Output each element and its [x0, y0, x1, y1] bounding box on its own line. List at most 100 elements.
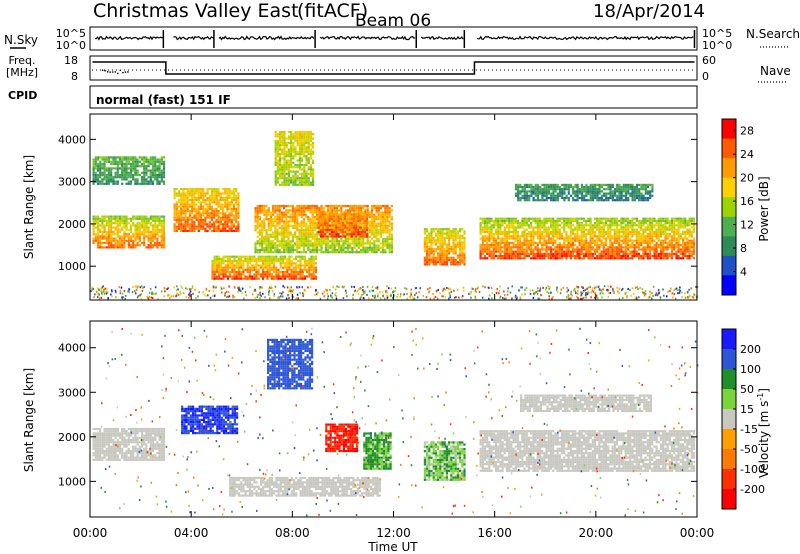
noise-trace-5: [476, 35, 694, 41]
power-colorbar-segment-0: [722, 119, 736, 140]
power-region-7: [479, 217, 696, 260]
time-tick-5: 20:00: [579, 526, 614, 540]
velocity-colorbar-segment-5: [722, 429, 736, 450]
noise-trace-0: [95, 35, 164, 41]
freq-tick-low: 8: [71, 70, 78, 83]
power-colorbar-segment-7: [722, 255, 736, 276]
nsearch-label: N.Search: [746, 27, 800, 41]
velocity-colorbar-segment-6: [722, 449, 736, 470]
power-panel: 1000 2000 3000 4000 Slant Range [km] 4 8 12 16…: [22, 113, 771, 301]
velocity-colorbar-segment-2: [722, 369, 736, 390]
velocity-colorbar-label: Velocity [m s-1]: [756, 388, 771, 478]
power-region-1: [92, 156, 166, 185]
velocity-ytick-2: 3000: [58, 386, 86, 399]
nave-label: Nave: [760, 64, 791, 78]
power-colorbar-segment-5: [722, 216, 736, 237]
velocity-colorbar-tick-5: -50: [740, 443, 758, 456]
velocity-colorbar-tick-6: -100: [740, 463, 765, 476]
noise-trace-2: [218, 35, 315, 41]
power-colorbar-tick-4: 20: [740, 172, 754, 185]
noise-right-tick-high: 10^5: [702, 27, 732, 40]
cpid-panel: CPID normal (fast) 151 IF: [8, 85, 698, 109]
power-colorbar-segment-4: [722, 197, 736, 218]
noise-trace-3: [319, 35, 415, 41]
velocity-region-6: [520, 394, 652, 413]
velocity-region-3: [363, 432, 392, 470]
power-colorbar-segment-8: [722, 275, 736, 296]
velocity-region-2: [325, 423, 359, 453]
power-colorbar-tick-0: 4: [740, 266, 747, 279]
power-ytick-1: 2000: [58, 218, 86, 231]
noise-trace-1: [173, 35, 215, 41]
velocity-region-0: [92, 427, 166, 461]
velocity-colorbar-tick-2: 50: [740, 383, 754, 396]
velocity-colorbar-segment-3: [722, 389, 736, 410]
noise-left-tick-low: 10^0: [56, 39, 86, 52]
noise-left-tick-high: 10^5: [56, 27, 86, 40]
velocity-colorbar-segment-0: [722, 329, 736, 350]
power-colorbar-tick-2: 12: [740, 219, 754, 232]
velocity-colorbar-tick-0: 200: [740, 343, 761, 356]
power-region-9: [274, 130, 315, 186]
beam-label: Beam 06: [355, 11, 431, 31]
power-colorbar-segment-3: [722, 177, 736, 198]
velocity-colorbar-segment-4: [722, 409, 736, 430]
power-region-2: [173, 188, 240, 232]
power-near-range-noise: [90, 285, 699, 300]
freq-label: Freq.: [8, 54, 35, 67]
velocity-ytick-0: 1000: [58, 475, 86, 488]
time-axis-label: Time UT: [367, 540, 418, 554]
velocity-colorbar-tick-4: -15: [740, 423, 758, 436]
cpid-label: CPID: [8, 89, 37, 102]
power-region-5: [317, 211, 369, 238]
time-tick-1: 04:00: [174, 526, 209, 540]
station-title: Christmas Valley East: [93, 0, 299, 22]
time-axis: 00:00 04:00 08:00 12:00 16:00 20:00 00:00: [73, 114, 715, 540]
mode-label: (fitACF): [297, 0, 368, 22]
power-region-0: [92, 215, 166, 249]
velocity-colorbar-tick-1: 100: [740, 363, 761, 376]
power-region-6: [423, 228, 466, 266]
power-colorbar-tick-5: 24: [740, 148, 754, 161]
frequency-panel: Freq. [MHz] 18 8 60 0 Nave: [6, 54, 791, 83]
date-label: 18/Apr/2014: [593, 1, 705, 22]
noise-trace-4: [420, 35, 464, 41]
time-tick-0: 00:00: [73, 526, 108, 540]
cpid-value: normal (fast) 151 IF: [96, 93, 231, 107]
velocity-region-7: [229, 476, 381, 497]
power-region-3: [211, 255, 317, 280]
velocity-colorbar-tick-7: -200: [740, 483, 765, 496]
power-ylabel: Slant Range [km]: [22, 155, 36, 259]
freq-unit-label: [MHz]: [6, 66, 38, 79]
power-colorbar-segment-6: [722, 236, 736, 257]
nave-tick-high: 60: [702, 54, 716, 67]
velocity-ylabel: Slant Range [km]: [22, 368, 36, 472]
velocity-region-4: [423, 441, 466, 481]
power-colorbar-segment-1: [722, 138, 736, 159]
time-tick-4: 16:00: [477, 526, 512, 540]
nave-tick-low: 0: [702, 70, 709, 83]
nsky-label: N.Sky: [4, 33, 38, 47]
velocity-region-1: [181, 405, 239, 435]
velocity-colorbar-segment-1: [722, 349, 736, 370]
frequency-trace: [92, 61, 695, 75]
power-ytick-3: 4000: [58, 133, 86, 146]
velocity-ytick-3: 4000: [58, 342, 86, 355]
velocity-panel: 1000 2000 3000 4000 Slant Range [km] 200 100…: [22, 320, 771, 518]
power-region-8: [514, 183, 654, 202]
noise-panel: N.Sky 10^5 10^0 10^5 10^0 N.Search: [4, 26, 800, 52]
power-colorbar-label: Power [dB]: [757, 176, 771, 241]
velocity-region-8: [267, 338, 314, 390]
power-colorbar-tick-3: 16: [740, 195, 754, 208]
power-ytick-2: 3000: [58, 176, 86, 189]
velocity-colorbar-segment-8: [722, 489, 736, 510]
power-colorbar-tick-6: 28: [740, 125, 754, 138]
velocity-scatter: [100, 327, 699, 517]
noise-right-tick-low: 10^0: [702, 39, 732, 52]
velocity-colorbar-segment-7: [722, 469, 736, 490]
velocity-colorbar-tick-3: 15: [740, 403, 754, 416]
time-tick-6: 00:00: [680, 526, 715, 540]
time-tick-3: 12:00: [376, 526, 411, 540]
power-ytick-0: 1000: [58, 260, 86, 273]
